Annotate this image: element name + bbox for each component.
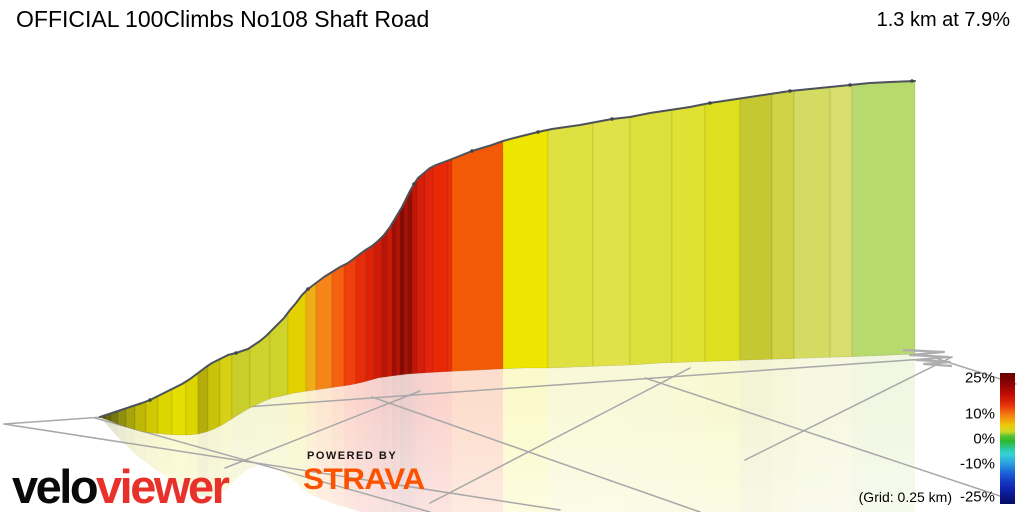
page-title: OFFICIAL 100Climbs No108 Shaft Road [16, 6, 430, 32]
gradient-band [829, 84, 853, 358]
grid-scale-note: (Grid: 0.25 km) [858, 489, 952, 505]
profile-point-marker [412, 182, 416, 186]
profile-point-marker [610, 117, 614, 121]
legend-tick-label: 0% [973, 430, 995, 448]
gradient-band [793, 86, 831, 359]
gradient-band [403, 194, 409, 375]
profile-point-marker [848, 83, 852, 87]
gradient-band [315, 271, 333, 391]
gradient-band [407, 186, 413, 375]
powered-by-label: POWERED BY [307, 450, 398, 462]
gradient-band [331, 264, 345, 388]
legend-tick-label: 25% [964, 369, 995, 387]
gradient-band [134, 401, 147, 433]
gradient-band [399, 202, 405, 376]
gradient-band [592, 116, 631, 367]
climb-distance-gradient-stat: 1.3 km at 7.9% [876, 9, 1010, 31]
gradient-band [447, 158, 453, 372]
gradient-band [373, 236, 383, 380]
profile-point-marker [910, 79, 914, 83]
floor-grid-line [429, 367, 691, 504]
legend-tick-label: -25% [959, 488, 995, 506]
profile-point-marker [536, 130, 540, 134]
gradient-band [207, 358, 221, 432]
gradient-band [547, 122, 594, 369]
floor-grid-line [3, 423, 561, 511]
gradient-band [249, 331, 271, 409]
gradient-band [851, 80, 916, 357]
gradient-band [269, 311, 289, 400]
profile-point-marker [470, 149, 474, 153]
veloviewer-logo: veloviewer [12, 460, 230, 512]
strava-logo-text: STRAVA [303, 463, 425, 496]
profile-point-markers [148, 79, 914, 402]
profile-point-marker [708, 101, 712, 105]
floor-grid-line [744, 356, 953, 461]
gradient-band [502, 129, 549, 370]
gradient-band [771, 90, 795, 360]
gradient-band [231, 347, 251, 420]
elevation-outline [99, 80, 916, 418]
route-end-marker [902, 348, 953, 368]
gradient-band [185, 372, 199, 436]
gradient-band [355, 249, 367, 385]
gradient-band [305, 282, 317, 392]
profile-point-marker [234, 351, 238, 355]
gradient-band [416, 171, 426, 374]
gradient-band [411, 178, 418, 375]
gradient-band [386, 222, 393, 378]
gradient-band [343, 256, 357, 387]
gradient-band [287, 290, 307, 395]
profile-point-marker [148, 398, 152, 402]
gradient-band [629, 109, 673, 366]
profile-point-marker [788, 89, 792, 93]
logo-velo-text: velo [12, 460, 99, 512]
gradient-band [451, 140, 504, 372]
gradient-band [365, 243, 375, 382]
gradient-band [739, 93, 773, 361]
gradient-band [704, 98, 741, 362]
profile-point-marker [306, 287, 310, 291]
legend-tick-label: -10% [959, 455, 995, 473]
gradient-band [395, 209, 401, 376]
gradient-band [432, 160, 449, 373]
gradient-band [671, 103, 706, 363]
floor-grid-line [644, 377, 1013, 501]
gradient-band [197, 365, 209, 435]
gradient-band [381, 230, 388, 378]
gradient-band [171, 380, 187, 436]
floor-grid-line [224, 390, 421, 469]
gradient-wall [99, 80, 916, 436]
logo-viewer-text: viewer [96, 460, 230, 512]
floor-grid-line [94, 417, 431, 512]
floor-grid-line [371, 396, 701, 512]
legend-tick-label: 10% [964, 405, 995, 423]
gradient-band [424, 166, 434, 374]
gradient-band [391, 215, 397, 377]
gradient-colorbar [1000, 373, 1015, 504]
gradient-band [219, 353, 233, 427]
